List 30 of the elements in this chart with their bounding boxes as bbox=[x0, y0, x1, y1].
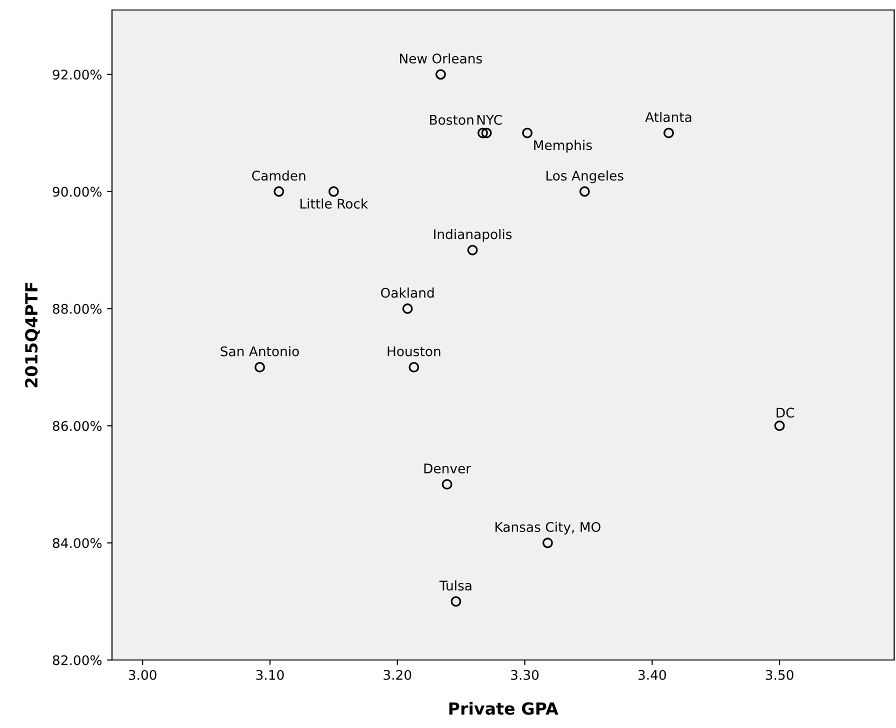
annotation: Atlanta bbox=[645, 112, 692, 122]
y-tick-label: 84.00% bbox=[52, 538, 102, 548]
annotation: Los Angeles bbox=[546, 170, 624, 184]
annotation: Little Rock bbox=[300, 198, 368, 209]
annotation: Oakland bbox=[380, 288, 434, 298]
x-tick-label: 3.10 bbox=[256, 670, 284, 680]
annotation: Denver bbox=[424, 464, 472, 474]
annotation: Memphis bbox=[534, 140, 592, 153]
y-tick-label: 88.00% bbox=[52, 304, 102, 314]
y-tick-label: 82.00% bbox=[52, 655, 102, 666]
annotation: Tulsa bbox=[439, 580, 472, 591]
annotation: New Orleans bbox=[400, 53, 482, 64]
annotation: NYC bbox=[477, 114, 502, 125]
annotation: Indianapolis bbox=[434, 228, 512, 242]
y-axis-title: 2015Q4PTF bbox=[25, 282, 40, 388]
y-tick-label: 86.00% bbox=[52, 420, 102, 431]
annotation: Camden bbox=[252, 170, 306, 181]
x-tick-label: 3.30 bbox=[511, 670, 539, 680]
x-tick-label: 3.00 bbox=[128, 670, 156, 680]
x-tick-label: 3.40 bbox=[638, 670, 666, 680]
annotation: Kansas City, MO bbox=[496, 522, 600, 535]
annotation: DC bbox=[776, 408, 794, 418]
x-axis-title: Private GPA bbox=[449, 702, 558, 715]
x-tick-label: 3.20 bbox=[384, 670, 412, 680]
x-tick-label: 3.50 bbox=[766, 670, 794, 680]
y-tick-label: 92.00% bbox=[52, 70, 102, 80]
annotation: Boston bbox=[430, 115, 474, 125]
annotation: San Antonio bbox=[220, 346, 299, 356]
annotation: Houston bbox=[388, 346, 440, 356]
y-tick-label: 90.00% bbox=[52, 186, 102, 197]
